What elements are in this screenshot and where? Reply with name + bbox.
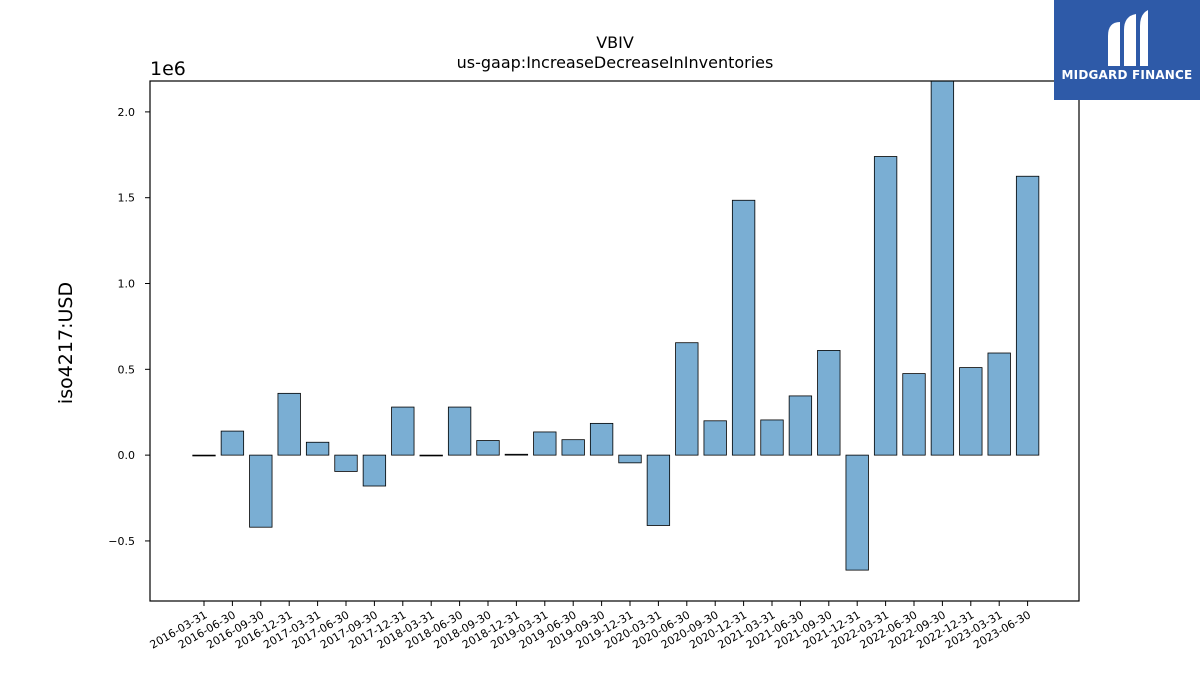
bar-2017-06-30 [334, 454, 358, 472]
bar-2019-06-30 [561, 439, 585, 456]
bar-2021-12-31 [845, 454, 869, 571]
bar-2020-03-31 [646, 454, 671, 526]
bar-2016-06-30 [220, 430, 245, 456]
bar-2022-09-30 [930, 80, 955, 456]
bar-2022-03-31 [873, 156, 898, 456]
bar-2016-12-31 [277, 392, 301, 456]
bar-2019-09-30 [589, 422, 614, 456]
bar-2023-03-31 [987, 352, 1011, 456]
bar-2020-12-31 [731, 199, 756, 456]
bar-2016-03-31 [192, 454, 216, 457]
chart-title: VBIV [596, 33, 634, 52]
y-axis-ticks: −0.5 0.0 0.5 1.0 1.5 2.0 [108, 106, 150, 548]
y-scale-label: 1e6 [150, 58, 186, 80]
bars-group [192, 80, 1040, 571]
y-tick-label: 0.5 [118, 363, 136, 376]
bar-2017-03-31 [305, 441, 330, 456]
y-tick-label: 0.0 [118, 449, 136, 462]
bar-2019-12-31 [618, 454, 642, 464]
bar-2018-09-30 [476, 440, 500, 456]
bar-2021-03-31 [760, 419, 784, 456]
bar-2017-12-31 [391, 406, 415, 456]
bar-2020-09-30 [703, 420, 727, 456]
bar-2019-03-31 [533, 431, 557, 456]
x-axis-ticks: 2016-03-312016-06-302016-09-302016-12-31… [148, 601, 1033, 652]
y-tick-label: 1.5 [118, 192, 136, 205]
y-axis-label: iso4217:USD [55, 282, 77, 404]
watermark-logo: MIDGARD FINANCE [1054, 0, 1200, 100]
bar-2023-06-30 [1015, 175, 1040, 456]
bar-2021-09-30 [817, 350, 841, 456]
chart-subtitle: us-gaap:IncreaseDecreaseInInventories [457, 53, 774, 72]
bar-2022-12-31 [959, 367, 983, 456]
y-tick-label: 2.0 [118, 106, 136, 119]
y-tick-label: 1.0 [118, 278, 136, 291]
bar-2018-06-30 [447, 406, 472, 456]
bar-2018-03-31 [419, 454, 443, 457]
bar-2021-06-30 [788, 395, 813, 456]
bar-2016-09-30 [249, 454, 273, 528]
plot-frame [149, 80, 1080, 602]
bar-2022-06-30 [902, 373, 926, 456]
bar-2017-09-30 [362, 454, 387, 487]
midgard-logo-icon [1108, 10, 1148, 66]
bar-2020-06-30 [675, 342, 699, 456]
watermark-brand-text: MIDGARD FINANCE [1061, 68, 1193, 82]
bar-2018-12-31 [504, 453, 529, 456]
y-tick-label: −0.5 [108, 535, 135, 548]
